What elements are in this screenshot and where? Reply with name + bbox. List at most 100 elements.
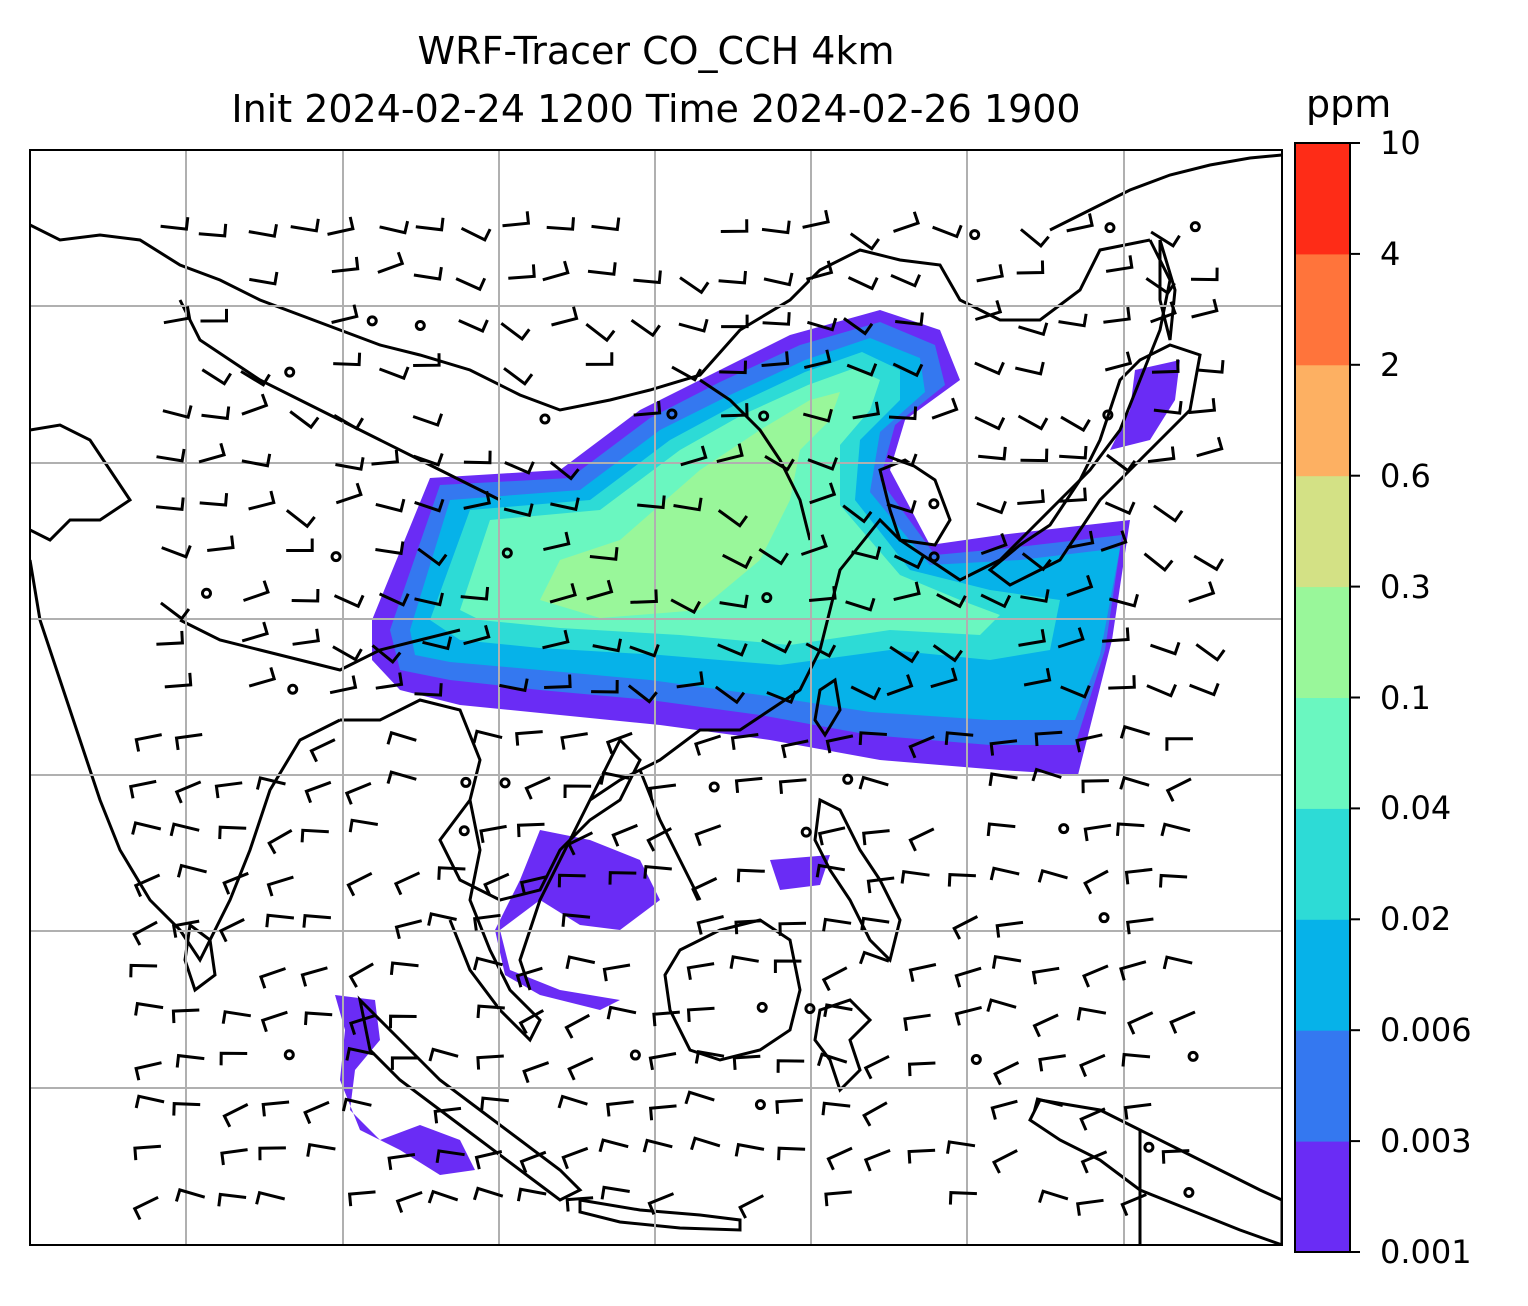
wind-barb	[214, 781, 243, 799]
border-interior-2	[179, 618, 461, 672]
wind-barb	[591, 217, 621, 232]
wind-barb	[1161, 1149, 1190, 1164]
wind-barb	[174, 1188, 206, 1202]
wind-barb	[990, 1099, 1018, 1120]
wind-barb	[128, 779, 157, 799]
wind-barb	[473, 913, 501, 931]
wind-barb	[1021, 552, 1052, 572]
coastline-sumatra	[357, 995, 583, 1202]
wind-barb	[302, 913, 332, 928]
wind-barb	[1079, 1107, 1106, 1131]
wind-barb	[946, 1140, 976, 1154]
wind-barb	[714, 685, 746, 705]
wind-barb	[592, 638, 622, 653]
wind-barb	[1082, 964, 1109, 988]
wind-barb	[805, 642, 837, 658]
wind-barb	[1159, 873, 1188, 888]
wind-barb	[988, 772, 1018, 787]
colorbar-tick-label: 4	[1380, 234, 1401, 273]
wind-barb	[691, 877, 718, 901]
wind-barb	[435, 1149, 465, 1164]
wind-barb	[386, 770, 417, 785]
wind-barb	[852, 401, 881, 420]
wind-barb	[564, 1013, 591, 1039]
wind-barb	[585, 323, 616, 343]
wind-barb	[721, 403, 749, 418]
wind-barb	[221, 1010, 252, 1024]
wind-barb	[778, 778, 807, 795]
wind-barb	[413, 353, 441, 367]
wind-barb	[1066, 530, 1095, 550]
wind-barb	[156, 448, 186, 463]
wind-barb	[1038, 1189, 1069, 1204]
wind-barb	[719, 594, 749, 609]
wind-calm-marker	[366, 315, 378, 327]
wind-barb	[378, 366, 410, 381]
coastline-japan	[987, 343, 1202, 587]
wind-barb	[1023, 667, 1052, 687]
wind-barb	[598, 1138, 629, 1153]
wind-barb	[586, 579, 614, 601]
wind-barb	[134, 1061, 162, 1081]
wind-barb	[600, 1185, 630, 1200]
wind-barb	[162, 405, 193, 420]
wind-barb	[309, 738, 336, 763]
wind-barb	[993, 1061, 1020, 1086]
wind-barb	[300, 828, 329, 843]
wind-barb	[719, 360, 747, 375]
wind-barb	[816, 1052, 848, 1067]
wind-barb	[762, 312, 791, 326]
wind-barb	[722, 553, 753, 570]
wind-barb	[895, 312, 924, 327]
wind-barb	[265, 913, 295, 928]
wind-barb	[474, 1150, 503, 1170]
wind-barb	[633, 400, 662, 417]
wind-barb	[524, 776, 551, 800]
wind-barb	[174, 780, 202, 804]
wind-barb	[1076, 1006, 1107, 1021]
wind-barb	[508, 264, 536, 280]
chart-title-line2: Init 2024-02-24 1200 Time 2024-02-26 190…	[231, 87, 1081, 131]
wind-barb	[822, 917, 852, 932]
wind-barb	[217, 1192, 247, 1207]
wind-barb	[258, 1146, 286, 1161]
wind-barb	[648, 1104, 677, 1121]
wind-barb	[1150, 230, 1181, 248]
wind-barb	[1119, 960, 1147, 981]
wind-barb	[1153, 504, 1184, 523]
wind-barb	[824, 1190, 852, 1207]
wind-barb	[980, 532, 1008, 556]
wind-barb	[1079, 1053, 1106, 1078]
coastline-sulawesi	[813, 998, 873, 1093]
wind-barb	[673, 497, 703, 512]
wind-barb	[1059, 445, 1088, 460]
wind-barb	[219, 1051, 248, 1066]
wind-barb	[1100, 530, 1128, 552]
wind-calm-marker	[970, 1053, 982, 1065]
plume-sea-3	[1110, 360, 1180, 450]
wind-barb	[1195, 359, 1225, 374]
wind-barb	[773, 959, 802, 973]
wind-barb	[843, 317, 874, 336]
wind-barb	[932, 644, 963, 663]
wind-barb	[1153, 400, 1183, 415]
wind-barb	[198, 442, 226, 464]
wind-barb	[1060, 415, 1091, 433]
wind-barb	[567, 831, 594, 856]
wind-barb	[1188, 581, 1216, 603]
wind-barb	[850, 685, 882, 701]
wind-barb	[476, 1054, 504, 1070]
wind-barb	[1193, 554, 1224, 572]
wind-barb	[371, 644, 402, 665]
wind-barb	[503, 503, 534, 518]
colorbar-swatch-3	[1295, 808, 1350, 920]
wind-barb	[803, 349, 832, 370]
wind-barb	[348, 818, 379, 833]
wind-barb	[627, 684, 658, 704]
wind-calm-marker	[284, 366, 296, 378]
wind-barb	[989, 866, 1020, 881]
wind-barb	[176, 863, 207, 878]
wind-barb	[549, 582, 577, 604]
wind-barb	[930, 667, 958, 689]
plume-sea-4	[770, 855, 830, 890]
